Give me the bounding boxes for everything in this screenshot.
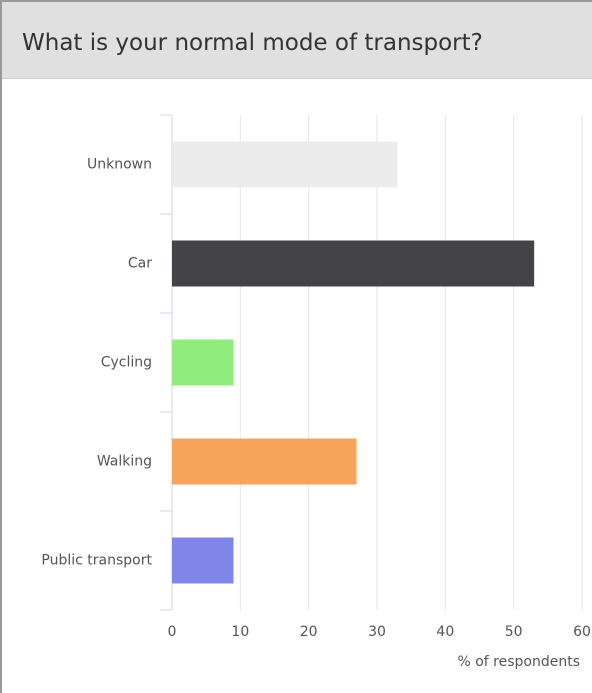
y-tick-label: Public transport [41, 553, 152, 569]
bar [172, 438, 357, 485]
bar [172, 141, 398, 188]
chart-title: What is your normal mode of transport? [22, 30, 483, 56]
x-tick-label: 50 [505, 624, 523, 640]
panel-header: What is your normal mode of transport? [2, 2, 592, 79]
bar [172, 240, 535, 287]
y-tick-label: Unknown [87, 157, 152, 173]
y-tick-label: Cycling [101, 355, 152, 371]
x-tick-label: 60 [573, 624, 591, 640]
bar [172, 339, 234, 386]
y-tick-label: Walking [97, 454, 152, 470]
x-tick-label: 10 [231, 624, 249, 640]
x-tick-label: 40 [436, 624, 454, 640]
y-tick-label: Car [128, 256, 152, 272]
x-tick-label: 30 [368, 624, 386, 640]
x-axis-label: % of respondents [457, 654, 580, 670]
x-tick-label: 0 [168, 624, 177, 640]
x-tick-label: 20 [300, 624, 318, 640]
bar [172, 537, 234, 584]
